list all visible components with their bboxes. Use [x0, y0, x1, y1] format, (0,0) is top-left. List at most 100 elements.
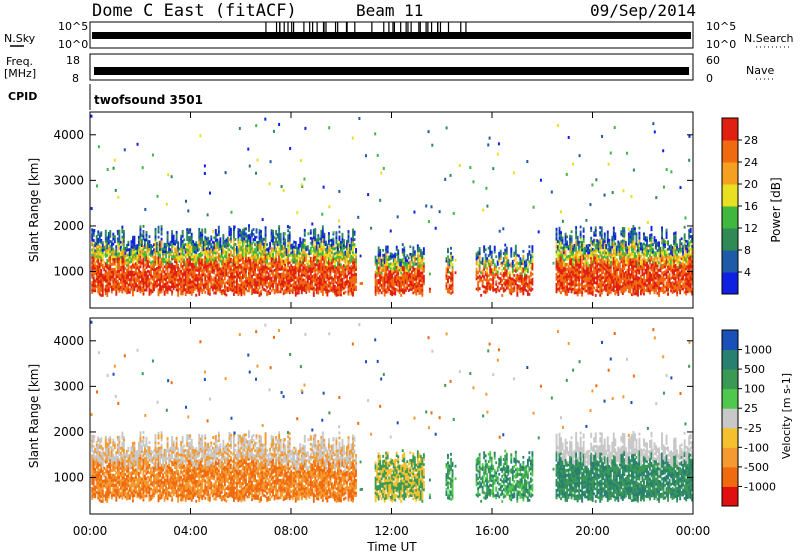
power-cell	[192, 247, 195, 251]
power-cell	[478, 267, 481, 270]
power-cell	[496, 285, 499, 289]
power-cell	[95, 260, 98, 263]
power-cell	[214, 291, 217, 295]
power-cell	[409, 245, 412, 249]
power-cell	[178, 257, 181, 261]
power-cell	[166, 271, 169, 275]
power-cell	[165, 267, 168, 271]
power-cell	[584, 287, 587, 290]
power-cell	[113, 272, 116, 276]
power-cell	[153, 278, 155, 282]
power-cell	[347, 237, 350, 241]
power-cell	[145, 246, 148, 249]
power-cell	[214, 241, 217, 245]
power-cell	[154, 237, 157, 241]
power-cell	[145, 230, 148, 234]
power-cell	[116, 239, 119, 243]
power-cell	[100, 241, 103, 245]
power-cell	[208, 250, 211, 254]
power-cell	[92, 251, 95, 255]
power-cell	[169, 275, 172, 279]
power-cell	[353, 230, 356, 234]
power-cell	[422, 279, 425, 283]
power-cell	[528, 292, 531, 296]
power-cell	[493, 275, 496, 279]
power-cell	[98, 275, 101, 278]
power-cell	[127, 255, 130, 259]
power-cell	[403, 246, 406, 250]
power-cell	[136, 266, 139, 270]
power-cell	[177, 243, 180, 247]
power-cell	[207, 241, 210, 245]
power-cell	[128, 288, 131, 292]
power-cell	[382, 248, 385, 252]
power-cell	[190, 290, 193, 294]
power-cell	[183, 286, 186, 289]
power-cell	[124, 272, 127, 275]
power-cell	[496, 262, 499, 266]
power-cell	[144, 288, 146, 292]
power-cell	[121, 225, 124, 229]
power-cell	[174, 257, 177, 261]
power-cell	[159, 253, 162, 257]
freq-left-label-2: [MHz]	[4, 67, 36, 80]
power-cell	[145, 283, 148, 287]
power-cell	[517, 254, 520, 258]
power-cell	[148, 240, 151, 244]
power-cell	[92, 279, 95, 283]
power-cell	[95, 255, 98, 258]
power-cell	[180, 252, 183, 256]
power-cell	[133, 288, 136, 292]
power-cell	[208, 257, 211, 261]
power-cell	[92, 266, 95, 270]
power-cell	[232, 230, 235, 234]
power-cell	[109, 267, 112, 271]
power-cell	[222, 233, 225, 237]
power-cell	[118, 267, 121, 271]
power-cell	[355, 260, 357, 264]
power-cell	[97, 238, 100, 241]
power-cell	[153, 280, 155, 284]
power-cell	[339, 293, 342, 297]
power-cell	[125, 271, 128, 275]
power-cell	[495, 290, 498, 294]
power-cell	[119, 280, 122, 284]
power-cell	[590, 229, 593, 232]
power-cell	[181, 267, 184, 271]
power-cell	[94, 261, 97, 265]
power-cell	[151, 285, 154, 289]
power-cell	[522, 292, 525, 296]
power-cell	[214, 251, 217, 255]
power-cell	[355, 288, 357, 291]
power-cell	[216, 283, 219, 287]
power-cell	[216, 278, 219, 282]
power-cell	[566, 293, 569, 296]
power-cell	[186, 245, 189, 249]
power-cell	[174, 250, 177, 253]
power-cell	[451, 263, 454, 267]
power-cell	[106, 271, 109, 275]
power-cell	[144, 256, 146, 259]
power-cell	[184, 280, 187, 284]
power-cell	[154, 230, 157, 234]
power-cell	[124, 259, 127, 263]
power-cell	[575, 228, 578, 232]
power-cell	[163, 277, 166, 281]
power-cell	[210, 258, 213, 261]
power-cell	[97, 273, 100, 276]
power-cell	[272, 229, 275, 233]
power-cell	[91, 248, 94, 252]
power-cell	[148, 260, 151, 264]
power-cell	[198, 240, 201, 244]
power-cell	[153, 248, 155, 252]
power-cell	[92, 271, 95, 275]
power-cell	[177, 286, 180, 290]
power-cell	[107, 236, 110, 240]
power-cell	[101, 258, 104, 262]
power-cell	[507, 266, 510, 270]
power-cell	[122, 270, 125, 273]
power-cell	[160, 240, 163, 244]
power-cell	[477, 283, 480, 287]
power-cell	[555, 250, 558, 254]
power-cell	[478, 249, 481, 253]
